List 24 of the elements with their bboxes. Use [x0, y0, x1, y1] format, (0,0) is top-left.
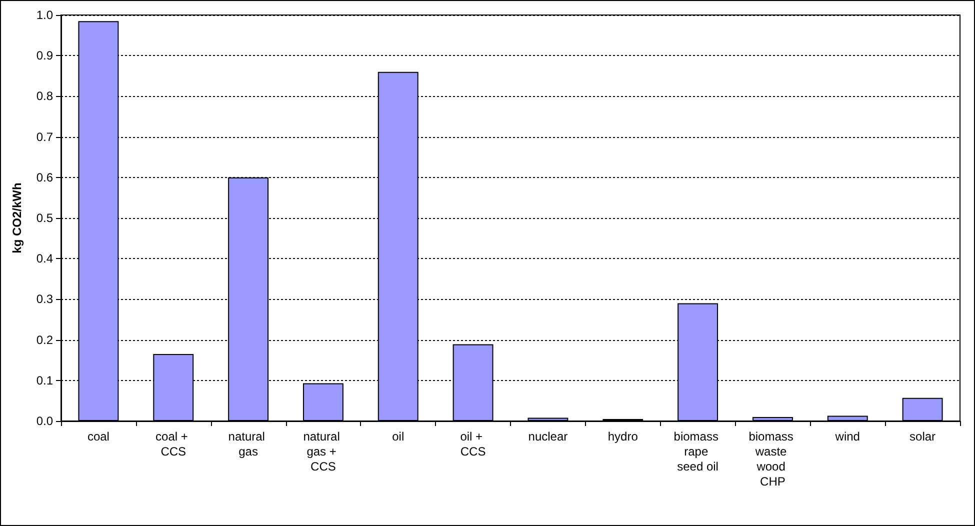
x-tick-label: natural gas + CCS — [303, 430, 344, 474]
y-tick-label: 0.6 — [36, 170, 54, 184]
x-tick-label: biomass rape seed oil — [674, 430, 722, 474]
x-tick-label: nuclear — [528, 430, 568, 444]
x-tick-label: wind — [834, 430, 860, 444]
x-tick-label: natural gas — [228, 430, 268, 458]
x-tick-label: solar — [910, 430, 936, 444]
x-tick-label: coal — [87, 430, 110, 444]
y-tick-label: 0.8 — [36, 89, 54, 104]
x-tick-label: hydro — [608, 430, 638, 444]
x-tick-label: biomass waste wood CHP — [748, 430, 797, 488]
y-axis-title: kg CO2/kWh — [10, 182, 24, 254]
y-tick-label: 0.0 — [36, 414, 54, 428]
y-tick-label: 0.5 — [36, 211, 54, 225]
y-tick-label: 0.2 — [36, 332, 54, 347]
y-tick-label: 0.9 — [36, 48, 54, 63]
x-tick-label: coal + CCS — [156, 430, 192, 458]
x-tick-label: oil + CCS — [460, 430, 486, 458]
y-tick-label: 0.7 — [36, 130, 54, 144]
y-tick-label: 1.0 — [36, 8, 54, 22]
y-tick-label: 0.4 — [36, 252, 54, 266]
y-tick-label: 0.1 — [36, 373, 54, 388]
y-tick-label: 0.3 — [36, 292, 54, 306]
x-tick-label: oil — [392, 430, 404, 444]
